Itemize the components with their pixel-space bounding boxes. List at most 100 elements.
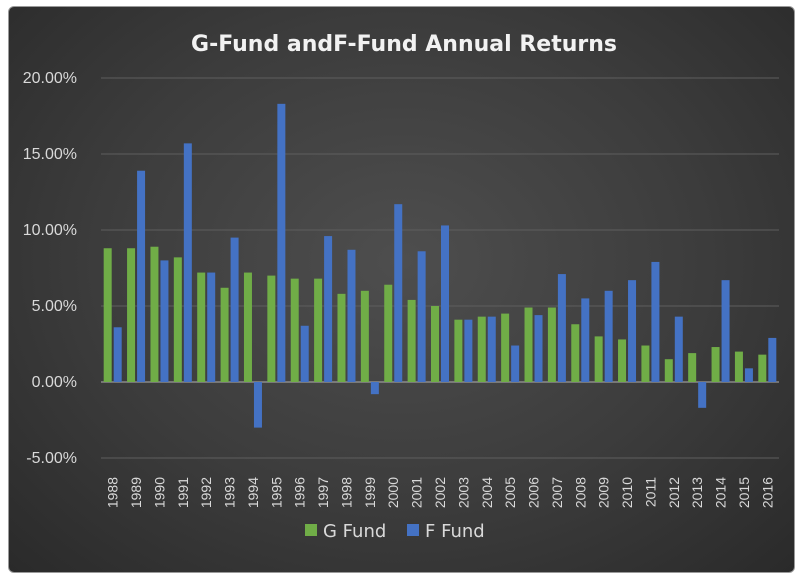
g-fund-bar-1997 xyxy=(314,278,323,382)
y-axis-ticks: -5.00% 0.00% 5.00% 10.00% 15.00% 20.00% xyxy=(23,70,77,467)
g-fund-bar-1989 xyxy=(127,248,136,382)
chart-svg: G-Fund andF-Fund Annual Returns -5.00% 0.… xyxy=(23,32,779,542)
x-tick-label: 1998 xyxy=(338,477,354,508)
x-tick-label: 2004 xyxy=(479,477,495,508)
g-fund-bar-1991 xyxy=(173,257,182,382)
f-fund-bar-1995 xyxy=(277,103,286,382)
x-tick-label: 2012 xyxy=(666,477,682,508)
f-fund-bar-2012 xyxy=(674,316,683,382)
g-fund-bar-2004 xyxy=(477,316,486,382)
x-tick-label: 2016 xyxy=(759,477,775,508)
g-fund-bar-2001 xyxy=(407,299,416,382)
g-fund-bar-2016 xyxy=(758,354,767,382)
x-tick-label: 2013 xyxy=(689,477,705,508)
x-tick-label: 2014 xyxy=(713,477,729,508)
x-tick-label: 2010 xyxy=(619,477,635,508)
g-fund-bar-1996 xyxy=(290,278,299,382)
x-tick-label: 1997 xyxy=(315,477,331,508)
g-fund-bar-2011 xyxy=(641,345,650,382)
g-fund-bar-1994 xyxy=(243,272,252,382)
f-fund-bar-2000 xyxy=(394,204,403,382)
f-fund-bar-2002 xyxy=(441,225,449,382)
x-tick-label: 1999 xyxy=(362,477,378,508)
bars xyxy=(103,103,777,428)
g-fund-bar-1999 xyxy=(360,290,369,382)
g-fund-bar-1998 xyxy=(337,293,346,382)
x-tick-label: 2002 xyxy=(432,477,448,508)
g-fund-bar-2002 xyxy=(431,306,439,382)
f-fund-bar-2006 xyxy=(534,315,543,382)
f-fund-bar-2007 xyxy=(557,274,566,382)
f-fund-bar-1991 xyxy=(183,143,192,382)
f-fund-bar-2003 xyxy=(464,319,473,382)
x-tick-label: 2009 xyxy=(596,477,612,508)
g-fund-bar-1992 xyxy=(197,272,206,382)
f-fund-bar-2009 xyxy=(604,290,613,382)
y-tick-label: 15.00% xyxy=(23,146,77,163)
legend: G Fund F Fund xyxy=(305,521,485,542)
g-fund-bar-2014 xyxy=(711,347,720,382)
x-tick-label: 2007 xyxy=(549,477,565,508)
x-tick-label: 1988 xyxy=(105,477,121,508)
g-fund-bar-1988 xyxy=(103,248,112,382)
x-tick-label: 2011 xyxy=(642,477,658,507)
g-fund-bar-2008 xyxy=(571,324,580,382)
f-fund-bar-2011 xyxy=(651,261,660,382)
g-fund-bar-2003 xyxy=(454,319,463,382)
x-tick-label: 2000 xyxy=(385,477,401,508)
x-tick-label: 1991 xyxy=(175,477,191,508)
x-tick-label: 2001 xyxy=(409,477,425,508)
gridlines xyxy=(101,77,779,459)
chart-title: G-Fund andF-Fund Annual Returns xyxy=(191,32,617,57)
y-tick-label: 10.00% xyxy=(23,222,77,239)
g-fund-bar-2012 xyxy=(664,359,673,382)
x-tick-label: 2008 xyxy=(572,477,588,508)
x-tick-label: 1993 xyxy=(222,477,238,508)
x-tick-label: 2003 xyxy=(455,477,471,508)
f-fund-bar-1988 xyxy=(113,327,122,382)
f-fund-bar-2008 xyxy=(581,298,590,382)
f-fund-bar-2005 xyxy=(511,345,520,382)
g-fund-bar-2007 xyxy=(547,307,556,382)
f-fund-bar-1992 xyxy=(207,272,216,382)
y-tick-label: -5.00% xyxy=(26,450,77,467)
g-fund-bar-2009 xyxy=(594,336,603,382)
f-fund-legend-swatch xyxy=(407,524,419,536)
f-fund-bar-1989 xyxy=(137,170,146,382)
f-fund-bar-2004 xyxy=(487,316,496,382)
g-fund-bar-1990 xyxy=(150,246,159,382)
x-axis-ticks: 1988 1989 1990 1991 1992 1993 1994 1995 1996 1997… xyxy=(105,477,776,508)
f-fund-bar-2001 xyxy=(417,251,426,382)
g-fund-bar-1993 xyxy=(220,287,229,382)
f-fund-bar-1996 xyxy=(300,325,309,382)
f-fund-bar-2013 xyxy=(698,382,707,408)
f-fund-bar-1990 xyxy=(160,260,169,382)
g-fund-legend-label: G Fund xyxy=(323,521,386,542)
x-tick-label: 1989 xyxy=(128,477,144,508)
x-tick-label: 2006 xyxy=(526,477,542,508)
f-fund-legend-label: F Fund xyxy=(425,521,485,542)
chart-frame: G-Fund andF-Fund Annual Returns -5.00% 0.… xyxy=(8,6,795,573)
x-tick-label: 1992 xyxy=(198,477,214,508)
x-tick-label: 2015 xyxy=(736,477,752,508)
g-fund-bar-2006 xyxy=(524,307,533,382)
x-tick-label: 1995 xyxy=(268,477,284,508)
f-fund-bar-2010 xyxy=(628,280,637,382)
x-tick-label: 1994 xyxy=(245,477,261,508)
g-fund-bar-2013 xyxy=(688,353,697,382)
f-fund-bar-1997 xyxy=(324,236,333,382)
g-fund-bar-2010 xyxy=(618,339,627,382)
f-fund-bar-2014 xyxy=(721,280,730,382)
g-fund-bar-2000 xyxy=(384,284,393,382)
f-fund-bar-1993 xyxy=(230,237,239,382)
g-fund-bar-2015 xyxy=(734,351,743,382)
x-tick-label: 1996 xyxy=(292,477,308,508)
x-tick-label: 2005 xyxy=(502,477,518,508)
y-tick-label: 5.00% xyxy=(32,298,77,315)
x-tick-label: 1990 xyxy=(151,477,167,508)
f-fund-bar-1998 xyxy=(347,249,356,382)
g-fund-bar-2005 xyxy=(501,313,510,382)
f-fund-bar-1994 xyxy=(253,382,262,428)
g-fund-legend-swatch xyxy=(305,524,317,536)
y-tick-label: 20.00% xyxy=(23,70,77,87)
